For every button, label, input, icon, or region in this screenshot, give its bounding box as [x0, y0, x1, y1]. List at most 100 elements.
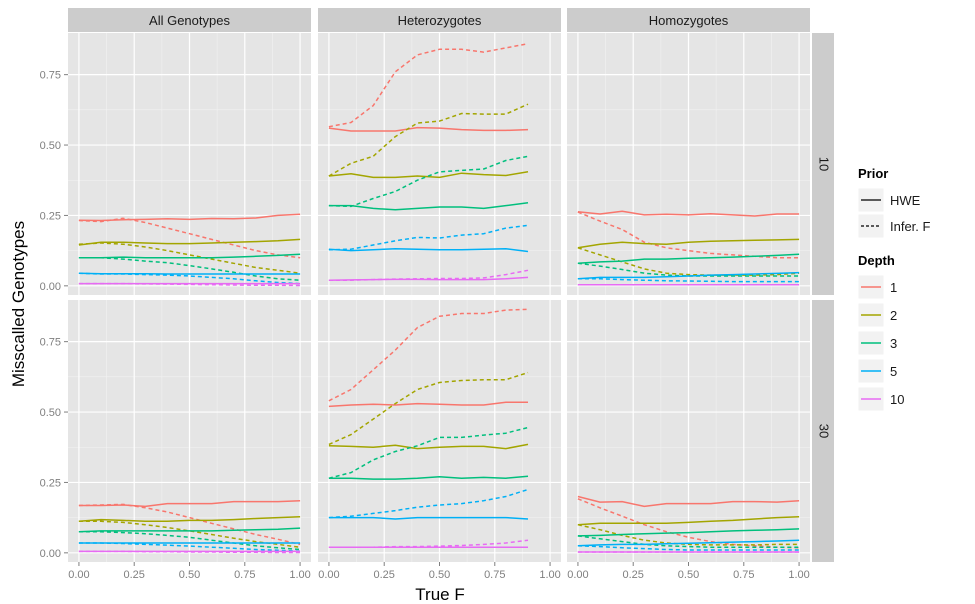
series-line-depth-1-infer-f [78, 217, 301, 259]
x-tick-label: 0.25 [124, 569, 145, 581]
series-line-depth-10-infer-f [328, 539, 529, 548]
series-line-depth-3-hwe [577, 253, 800, 265]
series-line-depth-3-infer-f [577, 262, 800, 277]
panel-all-genotypes-10 [68, 33, 311, 295]
y-tick-label: 0.50 [40, 140, 61, 152]
series-line-depth-3-infer-f [78, 530, 301, 551]
column-strip-label: Homozygotes [649, 13, 729, 28]
x-tick-label: 0.50 [678, 569, 699, 581]
series-line-depth-3-hwe [328, 202, 529, 211]
legend-title-depth: Depth [858, 253, 895, 268]
y-tick-label: 0.25 [40, 210, 61, 222]
series-line-depth-2-infer-f [577, 247, 800, 276]
series-line-depth-5-hwe [577, 539, 800, 547]
y-axis-title: Misscalled Genotypes [9, 221, 28, 387]
x-tick-label: 0.50 [179, 569, 200, 581]
series-line-depth-3-hwe [328, 475, 529, 480]
legend-label: 10 [890, 392, 904, 407]
row-strip [812, 300, 834, 562]
series-line-depth-2-hwe [577, 238, 800, 249]
series-line-depth-1-hwe [328, 126, 529, 132]
series-line-depth-2-hwe [78, 238, 301, 246]
x-tick-label: 0.75 [484, 569, 505, 581]
x-tick-label: 0.75 [733, 569, 754, 581]
series-line-depth-10-infer-f [328, 269, 529, 281]
legend-label: HWE [890, 193, 921, 208]
y-tick-label: 0.50 [40, 407, 61, 419]
x-tick-label: 0.00 [318, 569, 339, 581]
x-tick-label: 0.25 [374, 569, 395, 581]
series-line-depth-3-infer-f [328, 426, 529, 479]
series-line-depth-1-infer-f [577, 211, 800, 259]
series-line-depth-10-hwe [328, 276, 529, 281]
legend-label: 2 [890, 308, 897, 323]
y-tick-label: 0.25 [40, 477, 61, 489]
panel-homozygotes-10 [567, 33, 810, 295]
series-line-depth-1-infer-f [328, 42, 529, 128]
series-line-depth-2-infer-f [577, 523, 800, 546]
y-tick-label: 0.75 [40, 337, 61, 349]
x-tick-label: 0.25 [623, 569, 644, 581]
x-tick-label: 1.00 [539, 569, 560, 581]
y-tick-label: 0.00 [40, 281, 61, 293]
legend-title-prior: Prior [858, 166, 888, 181]
series-line-depth-2-hwe [78, 516, 301, 523]
panel-homozygotes-30 [567, 300, 810, 562]
series-line-depth-3-hwe [577, 528, 800, 537]
series-line-depth-10-infer-f [78, 282, 301, 287]
series-line-depth-2-hwe [577, 516, 800, 526]
series-line-depth-1-infer-f [78, 503, 301, 546]
strips-layer: All Genotypes Heterozygotes Homozygotes 10 3… [68, 8, 834, 562]
series-line-depth-5-infer-f [78, 272, 301, 285]
x-axis-title: True F [415, 585, 464, 604]
series-line-depth-5-hwe [328, 247, 529, 253]
legend-label: 1 [890, 280, 897, 295]
row-strip-label: 10 [817, 157, 832, 171]
legend-label: 5 [890, 364, 897, 379]
series-line-depth-1-hwe [577, 495, 800, 508]
series-line-depth-5-hwe [328, 516, 529, 520]
x-tick-label: 0.75 [234, 569, 255, 581]
series-line-depth-5-infer-f [577, 278, 800, 283]
series-line-depth-5-hwe [577, 271, 800, 280]
series-line-depth-5-infer-f [328, 224, 529, 251]
series-line-depth-3-infer-f [78, 256, 301, 281]
panel-all-genotypes-30 [68, 300, 311, 562]
column-strip-label: Heterozygotes [398, 13, 482, 28]
series-line-depth-1-infer-f [577, 498, 800, 549]
series-line-depth-3-infer-f [328, 155, 529, 208]
x-tick-label: 0.00 [68, 569, 89, 581]
series-line-depth-3-hwe [78, 527, 301, 533]
column-strip [68, 8, 311, 32]
series-line-depth-2-infer-f [78, 242, 301, 274]
x-tick-label: 0.00 [567, 569, 588, 581]
x-tick-label: 0.50 [429, 569, 450, 581]
series-line-depth-5-infer-f [328, 488, 529, 519]
panel-heterozygotes-30 [318, 300, 561, 562]
series-line-depth-2-hwe [328, 443, 529, 450]
y-tick-label: 0.75 [40, 70, 61, 82]
column-strip [567, 8, 810, 32]
panel-heterozygotes-10 [318, 33, 561, 295]
series-line-depth-2-infer-f [328, 371, 529, 446]
row-strip-label: 30 [817, 424, 832, 438]
column-strip-label: All Genotypes [149, 13, 230, 28]
series-line-depth-2-infer-f [328, 103, 529, 177]
series-line-depth-3-hwe [78, 253, 301, 259]
series-line-depth-3-infer-f [577, 535, 800, 548]
series-line-depth-1-infer-f [328, 308, 529, 402]
x-tick-label: 1.00 [788, 569, 809, 581]
series-line-depth-1-hwe [328, 401, 528, 408]
panels-layer [68, 33, 810, 562]
row-strip [812, 33, 834, 295]
series-line-depth-1-hwe [577, 210, 800, 217]
x-tick-label: 1.00 [289, 569, 310, 581]
series-line-depth-5-hwe [78, 272, 301, 275]
series-line-depth-5-infer-f [78, 542, 301, 552]
legend-label: 3 [890, 336, 897, 351]
axes-layer: 0.00 0.25 0.50 0.75 0.00 0.25 0.50 0.75 0.00 0.25… [40, 70, 810, 581]
series-line-depth-10-infer-f [78, 550, 301, 554]
legend-label: Infer. F [890, 219, 931, 234]
